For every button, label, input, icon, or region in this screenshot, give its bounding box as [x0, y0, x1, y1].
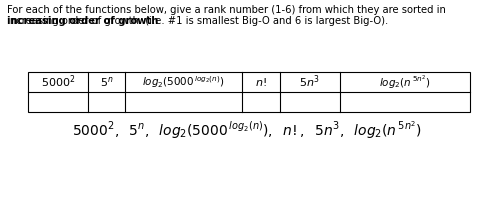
Text: $log_2(5000^{\,log_2(n)})$: $log_2(5000^{\,log_2(n)})$	[142, 74, 225, 90]
Bar	[28, 72, 470, 112]
Text: increasing order of growth: increasing order of growth	[7, 16, 159, 26]
Text: $n!$: $n!$	[255, 76, 267, 88]
Text: $log_2(n^{\,5n^2})$: $log_2(n^{\,5n^2})$	[379, 73, 431, 91]
Text: $5^n$: $5^n$	[100, 75, 113, 89]
Text: $5n^3$: $5n^3$	[299, 74, 320, 90]
Text: increasing order of growth  (i.e. #1 is smallest Big-O and 6 is largest Big-O).: increasing order of growth (i.e. #1 is s…	[7, 16, 388, 26]
Text: $5000^2$: $5000^2$	[41, 74, 75, 90]
Text: $5000^2, \;\; 5^n, \;\; log_2(5000^{\,log_2(n)}), \;\; n!, \;\; 5n^3, \;\; log_2: $5000^2, \;\; 5^n, \;\; log_2(5000^{\,lo…	[72, 119, 422, 141]
Text: For each of the functions below, give a rank number (1-6) from which they are so: For each of the functions below, give a …	[7, 5, 446, 15]
